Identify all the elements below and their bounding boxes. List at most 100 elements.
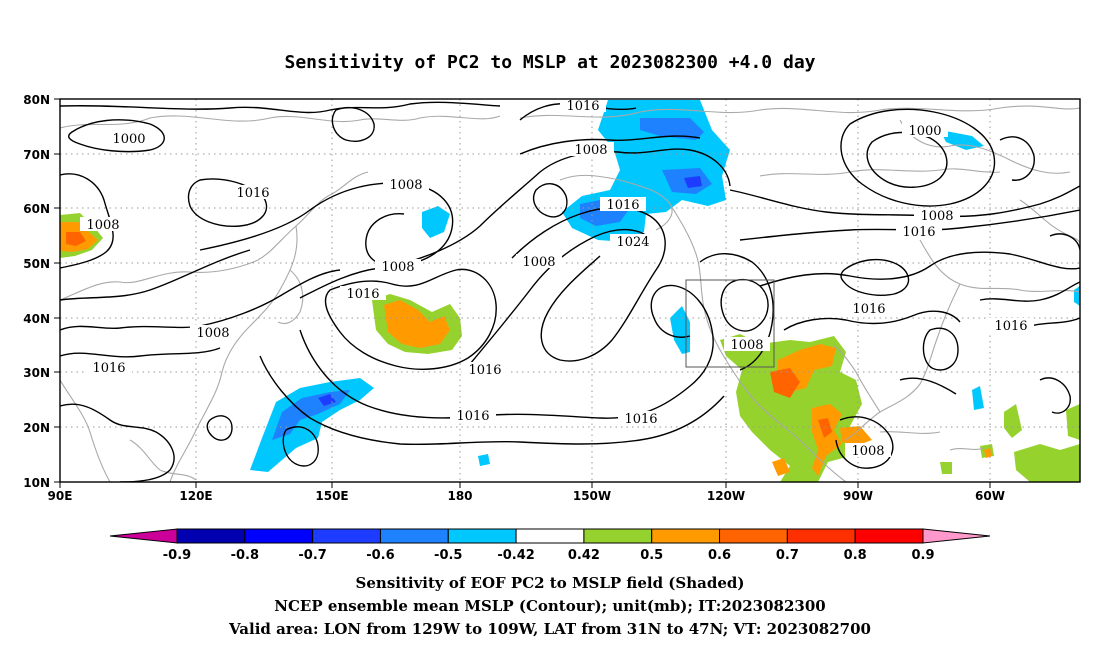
svg-text:1016: 1016 [852,302,885,317]
isobar [922,327,959,371]
coastline [129,439,197,481]
svg-text:1008: 1008 [196,326,229,341]
shade-region [1004,404,1022,438]
lat-label: 70N [23,148,50,162]
svg-text:1008: 1008 [389,178,422,193]
map-title: Sensitivity of PC2 to MSLP at 2023082300… [284,52,815,73]
map-frame [59,98,1081,483]
shade-region [1014,444,1080,482]
contour-label: 1008 [383,177,429,193]
isobar [519,135,701,155]
colorbar-swatch [651,528,721,544]
shade-region [478,454,490,466]
coastline [919,239,1080,293]
isobar [1049,233,1080,251]
svg-text:1016: 1016 [902,225,935,240]
svg-text:1000: 1000 [112,132,145,147]
contour-label: 1008 [516,254,562,270]
contour-label: 1008 [568,142,614,158]
isobar [60,101,501,114]
contour-label: 1008 [375,259,421,275]
shade-region [972,386,984,410]
colorbar-swatch [583,528,653,544]
coastline [1019,199,1080,245]
contour-label: 1016 [230,185,276,201]
isobar [511,206,666,362]
colorbar-swatch [854,528,924,544]
contour-label: 1024 [610,234,656,250]
svg-text:1016: 1016 [468,363,501,378]
isobar [899,377,957,395]
contour-label: 1016 [896,224,942,240]
coastline [60,379,111,482]
shade-region [66,232,86,246]
colorbar-tick-label: 0.7 [776,548,799,563]
latitude-axis: 80N 70N 60N 50N 40N 30N 20N 10N [23,93,60,490]
lat-label: 20N [23,421,50,435]
shade-region [684,176,702,188]
contour-label: 1008 [190,325,236,341]
isobar [331,106,375,142]
svg-text:1008: 1008 [920,209,953,224]
shade-region [772,458,790,476]
lon-label: 60W [975,489,1005,503]
colorbar-tick-label: -0.6 [366,548,394,563]
svg-text:1016: 1016 [624,412,657,427]
contour-label: 1008 [80,217,126,233]
caption-line-1: Sensitivity of EOF PC2 to MSLP field (Sh… [356,574,745,592]
shade-region [640,118,704,140]
mslp-contours [60,101,1080,482]
isobar [1039,377,1071,414]
colorbar-swatch [719,528,788,544]
colorbar-tick-label: 0.9 [911,548,934,563]
coastline [879,431,941,434]
isobar [759,251,1080,287]
colorbar-tick-label: 0.6 [708,548,731,563]
isobar [840,259,910,296]
svg-text:1008: 1008 [86,218,119,233]
isobar [699,253,774,371]
longitude-axis: 90E 120E 150E 180 150W 120W 90W 60W [48,482,1005,503]
shade-region [940,462,952,474]
coastline [949,447,985,451]
contour-label: 1016 [86,360,132,376]
lon-label: 150W [573,489,611,503]
isobar [299,284,714,419]
contour-label: 1016 [560,98,606,114]
colorbar-tick-label: -0.9 [163,548,191,563]
isobar [259,355,725,446]
lat-label: 80N [23,93,50,107]
svg-text:1008: 1008 [522,255,555,270]
svg-text:1016: 1016 [236,186,269,201]
shade-region [1066,404,1080,440]
contour-label: 1000 [106,131,152,147]
isobar [68,119,165,153]
contour-label: 1016 [988,318,1034,334]
isobar [835,416,894,469]
svg-text:1016: 1016 [606,198,639,213]
contour-label: 1008 [724,337,770,353]
contour-labels: 1016 1000 1008 1016 1008 1016 1024 1008 … [80,98,1034,459]
svg-text:1000: 1000 [908,124,941,139]
svg-text:1016: 1016 [456,409,489,424]
colorbar-swatch [244,528,314,544]
contour-label: 1008 [845,443,891,459]
coastline [60,171,369,301]
isobar [199,182,454,267]
shade-region [250,378,374,472]
caption-line-3: Valid area: LON from 129W to 109W, LAT f… [228,620,871,638]
coastline [60,115,501,129]
colorbar-over-triangle [922,528,991,544]
coastline [519,105,1080,119]
colorbar-tick-label: 0.5 [640,548,663,563]
colorbar-tick-label: 0.42 [568,548,600,563]
contour-label: 1016 [618,411,664,427]
svg-text:1008: 1008 [574,143,607,158]
shade-region [940,130,984,150]
colorbar-tick-label: 0.8 [844,548,867,563]
lat-label: 30N [23,366,50,380]
contour-label: 1000 [902,123,948,139]
contour-label: 1016 [340,286,386,302]
valid-area-box [685,279,775,368]
